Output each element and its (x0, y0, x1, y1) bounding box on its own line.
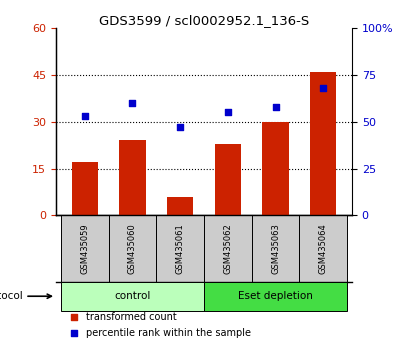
Text: control: control (114, 291, 150, 301)
Text: percentile rank within the sample: percentile rank within the sample (86, 329, 250, 338)
Text: GSM435063: GSM435063 (271, 223, 280, 274)
Point (177, 125, 183, 130)
Point (225, 110, 231, 115)
Bar (167, 196, 193, 215)
Bar (262, 122, 289, 215)
Text: GSM435061: GSM435061 (176, 223, 185, 274)
Bar (204, 215, 252, 282)
Bar (61, 215, 108, 282)
Text: GSM435062: GSM435062 (223, 223, 232, 274)
Point (320, 85, 326, 91)
Bar (61, 282, 204, 311)
Bar (72, 162, 98, 215)
Text: GSM435059: GSM435059 (80, 223, 89, 274)
Text: GSM435064: GSM435064 (319, 223, 328, 274)
Text: Eset depletion: Eset depletion (238, 291, 313, 301)
Title: GDS3599 / scl0002952.1_136-S: GDS3599 / scl0002952.1_136-S (99, 14, 309, 27)
Point (272, 104, 279, 110)
Bar (108, 215, 156, 282)
Point (70, 331, 77, 336)
Text: GSM435060: GSM435060 (128, 223, 137, 274)
Point (70, 314, 77, 320)
Bar (204, 282, 347, 311)
Bar (156, 215, 204, 282)
Bar (119, 141, 146, 215)
Bar (300, 215, 347, 282)
Bar (310, 72, 336, 215)
Bar (215, 144, 241, 215)
Point (129, 100, 136, 106)
Point (82, 113, 88, 119)
Text: protocol: protocol (0, 291, 51, 301)
Text: transformed count: transformed count (86, 312, 176, 322)
Bar (252, 215, 300, 282)
